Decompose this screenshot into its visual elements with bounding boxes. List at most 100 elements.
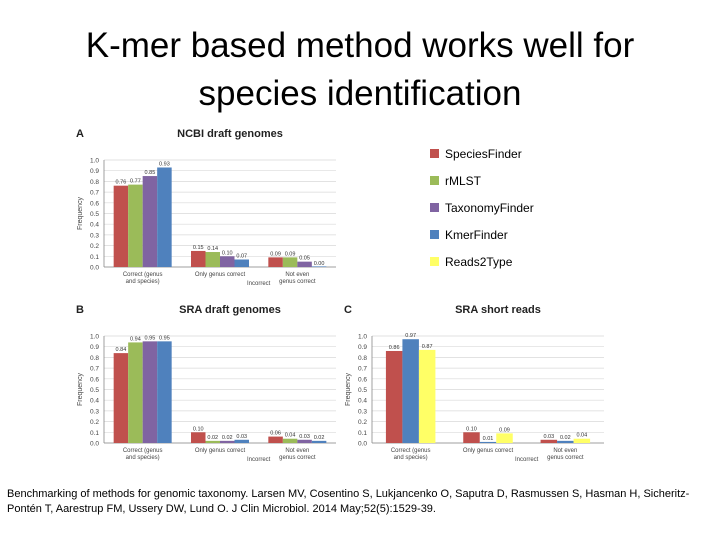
category-label: genus correct (279, 279, 316, 285)
y-tick-label: 0.8 (90, 179, 99, 186)
category-label: Only genus correct (463, 448, 514, 454)
y-tick-label: 0.6 (358, 376, 367, 383)
y-tick-label: 0.7 (358, 366, 367, 373)
legend-label: SpeciesFinder (445, 146, 522, 161)
bar (282, 257, 298, 267)
y-tick-label: 0.6 (90, 376, 99, 383)
data-label: 0.95 (159, 335, 170, 341)
category-label: Not even (285, 448, 309, 454)
bar (191, 250, 206, 267)
data-label: 0.03 (543, 434, 554, 440)
bar (573, 438, 591, 443)
legend-label: rMLST (445, 173, 481, 188)
y-tick-label: 0.4 (358, 398, 367, 405)
y-axis-label: Frequency (77, 372, 84, 406)
y-tick-label: 0.1 (90, 254, 99, 261)
bar (311, 440, 327, 443)
legend-swatch (430, 203, 439, 212)
y-tick-label: 1.0 (358, 334, 367, 341)
bar (540, 439, 558, 443)
bar (297, 261, 312, 267)
data-label: 0.02 (314, 435, 325, 441)
y-tick-label: 0.9 (90, 168, 99, 175)
y-axis-label: Frequency (345, 372, 352, 406)
bar (220, 256, 235, 267)
x-axis-label: Incorrect (247, 457, 271, 463)
x-axis-label: Incorrect (515, 457, 539, 463)
data-label: 0.07 (236, 254, 247, 260)
data-label: 0.00 (314, 261, 325, 267)
bar (205, 252, 220, 267)
bar (385, 350, 403, 443)
citation-caption: Benchmarking of methods for genomic taxo… (7, 488, 690, 515)
bar (479, 441, 497, 443)
data-label: 0.02 (222, 435, 233, 441)
bar (268, 436, 283, 443)
y-tick-label: 0.7 (90, 366, 99, 373)
y-tick-label: 0.9 (90, 344, 99, 351)
data-label: 0.06 (270, 431, 281, 437)
category-label: and species) (394, 455, 428, 461)
data-label: 0.93 (159, 161, 170, 167)
slide-title: K-mer based method works well for specie… (40, 22, 680, 118)
y-tick-label: 0.2 (358, 419, 367, 426)
data-label: 0.09 (499, 427, 510, 433)
bar (402, 339, 419, 443)
bar (297, 439, 312, 443)
y-tick-label: 0.6 (90, 200, 99, 207)
bar (496, 433, 513, 443)
category-label: Not even (285, 272, 309, 278)
legend-swatch (430, 257, 439, 266)
data-label: 0.04 (576, 433, 587, 439)
data-label: 0.95 (145, 335, 156, 341)
y-axis-label: Frequency (77, 196, 84, 230)
category-label: Correct (genus (123, 448, 163, 454)
y-tick-label: 0.3 (358, 408, 367, 415)
y-tick-label: 0.2 (90, 243, 99, 250)
data-label: 0.03 (299, 434, 310, 440)
category-label: Not even (553, 448, 577, 454)
y-tick-label: 1.0 (90, 158, 99, 165)
chart-svg: B SRA draft genomes 0.0 0.1 0.2 0.3 0.4 0.5 0.6 0… (76, 304, 336, 463)
chart-title: SRA draft genomes (179, 304, 281, 316)
chart-legend: SpeciesFinder rMLST TaxonomyFinder KmerF… (430, 140, 534, 275)
legend-item-taxonomyfinder: TaxonomyFinder (430, 194, 534, 221)
y-tick-label: 1.0 (90, 334, 99, 341)
data-label: 0.09 (270, 251, 281, 257)
bar (234, 259, 249, 267)
y-tick-label: 0.1 (90, 430, 99, 437)
bar (157, 341, 172, 443)
data-label: 0.15 (193, 245, 204, 251)
data-label: 0.09 (285, 251, 296, 257)
chart-title: NCBI draft genomes (177, 128, 283, 140)
category-label: genus correct (547, 455, 584, 461)
data-label: 0.02 (560, 435, 571, 441)
category-label: Only genus correct (195, 448, 246, 454)
data-label: 0.04 (285, 433, 296, 439)
x-axis-label: Incorrect (247, 281, 271, 287)
legend-label: TaxonomyFinder (445, 200, 534, 215)
y-tick-label: 0.3 (90, 408, 99, 415)
bar (282, 438, 298, 443)
y-tick-label: 0.8 (358, 355, 367, 362)
data-label: 0.14 (207, 246, 218, 252)
chart-panel-b: B SRA draft genomes 0.0 0.1 0.2 0.3 0.4 0.5 0.6 0… (74, 300, 340, 472)
bar (142, 176, 158, 267)
y-tick-label: 0.3 (90, 232, 99, 239)
y-tick-label: 0.5 (90, 211, 99, 218)
bar (142, 341, 158, 443)
data-label: 0.87 (422, 344, 433, 350)
data-label: 0.10 (466, 426, 477, 432)
y-tick-label: 0.5 (358, 387, 367, 394)
legend-label: Reads2Type (445, 254, 513, 269)
data-label: 0.76 (116, 180, 127, 186)
slide-title-line1: K-mer based method works well for (85, 26, 635, 65)
bar (113, 185, 129, 267)
y-tick-label: 0.7 (90, 190, 99, 197)
bar (128, 184, 143, 267)
category-label: Correct (genus (391, 448, 431, 454)
y-tick-label: 0.0 (90, 441, 99, 448)
data-label: 0.77 (130, 179, 141, 185)
y-tick-label: 0.8 (90, 355, 99, 362)
chart-svg: A NCBI draft genomes 0.0 0.1 0.2 0.3 0.4 0.5 0.6… (76, 128, 336, 287)
